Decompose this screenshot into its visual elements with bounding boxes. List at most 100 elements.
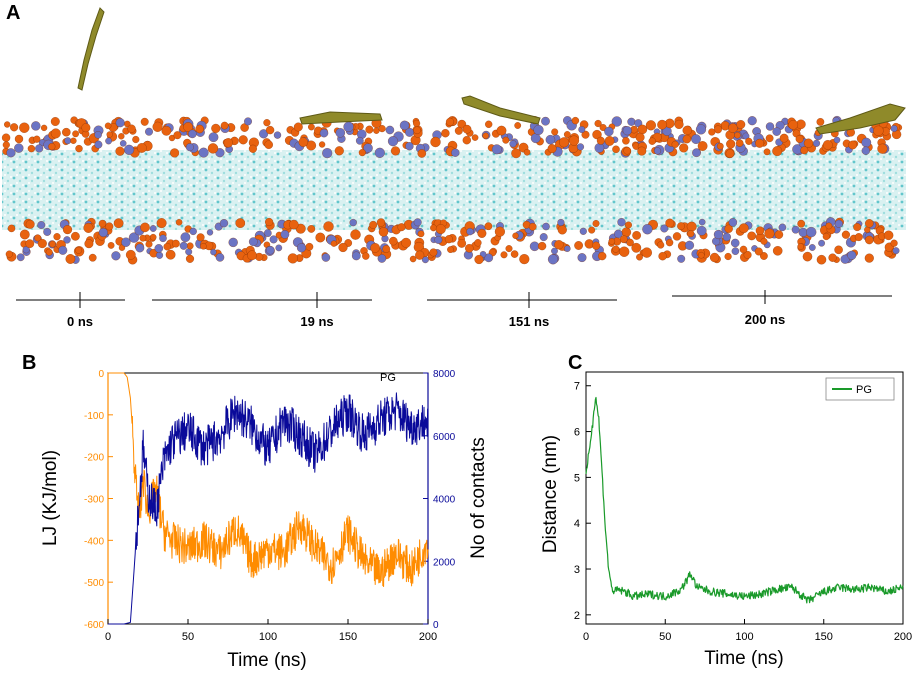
headgroup-bead bbox=[441, 129, 450, 138]
headgroup-bead bbox=[289, 219, 299, 230]
headgroup-bead bbox=[31, 121, 41, 131]
headgroup-bead bbox=[802, 251, 813, 262]
headgroup-bead bbox=[653, 147, 662, 155]
headgroup-bead bbox=[378, 227, 389, 237]
headgroup-bead bbox=[795, 135, 804, 143]
headgroup-bead bbox=[571, 116, 580, 125]
headgroup-bead bbox=[576, 143, 585, 151]
headgroup-bead bbox=[541, 116, 550, 126]
panel-label-c: C bbox=[568, 352, 583, 374]
headgroup-bead bbox=[466, 227, 474, 236]
headgroup-bead bbox=[200, 243, 207, 250]
headgroup-bead bbox=[25, 239, 35, 249]
membrane-snapshot: 0 ns 19 ns 151 ns 200 ns bbox=[1, 7, 906, 329]
headgroup-bead bbox=[735, 139, 744, 147]
headgroup-bead bbox=[293, 122, 303, 132]
headgroup-bead bbox=[105, 137, 112, 145]
headgroup-bead bbox=[619, 246, 630, 257]
headgroup-bead bbox=[642, 224, 653, 235]
headgroup-bead bbox=[401, 237, 412, 248]
headgroup-bead bbox=[10, 123, 19, 132]
headgroup-bead bbox=[132, 135, 140, 144]
headgroup-bead bbox=[376, 218, 386, 227]
headgroup-bead bbox=[62, 127, 71, 137]
headgroup-bead bbox=[505, 245, 513, 253]
headgroup-bead bbox=[634, 119, 643, 128]
peptide-200ns bbox=[815, 103, 906, 135]
headgroup-bead bbox=[244, 117, 252, 126]
headgroup-bead bbox=[154, 244, 164, 253]
headgroup-bead bbox=[238, 135, 248, 145]
headgroup-bead bbox=[6, 148, 16, 158]
headgroup-bead bbox=[724, 224, 733, 233]
headgroup-bead bbox=[351, 251, 361, 261]
chart-b-ytick-right-label: 2000 bbox=[433, 557, 456, 568]
headgroup-bead bbox=[172, 239, 180, 248]
snapshot-label: 200 ns bbox=[745, 312, 785, 327]
headgroup-bead bbox=[542, 222, 550, 231]
headgroup-bead bbox=[760, 237, 768, 245]
headgroup-bead bbox=[736, 120, 746, 129]
headgroup-bead bbox=[592, 241, 601, 250]
headgroup-bead bbox=[547, 254, 559, 265]
headgroup-bead bbox=[53, 233, 61, 241]
headgroup-bead bbox=[370, 243, 380, 253]
headgroup-bead bbox=[183, 122, 193, 132]
headgroup-bead bbox=[113, 218, 124, 229]
headgroup-bead bbox=[334, 146, 344, 156]
headgroup-bead bbox=[726, 139, 736, 149]
headgroup-bead bbox=[861, 146, 870, 155]
headgroup-bead bbox=[865, 235, 874, 245]
headgroup-bead bbox=[760, 252, 768, 260]
headgroups-upper-leaflet bbox=[1, 115, 903, 159]
headgroup-bead bbox=[369, 220, 378, 229]
peptide-0ns bbox=[77, 7, 105, 91]
headgroup-bead bbox=[713, 229, 723, 240]
headgroup-bead bbox=[180, 232, 191, 243]
headgroup-bead bbox=[125, 249, 136, 260]
chart-b-xtick-label: 50 bbox=[182, 631, 194, 643]
snapshot-timeline bbox=[16, 290, 892, 308]
headgroup-bead bbox=[645, 120, 656, 131]
headgroup-bead bbox=[19, 122, 30, 133]
headgroup-bead bbox=[140, 222, 150, 233]
headgroup-bead bbox=[14, 134, 24, 144]
headgroup-bead bbox=[803, 138, 814, 148]
headgroup-bead bbox=[457, 119, 467, 129]
headgroup-bead bbox=[864, 253, 874, 263]
headgroup-bead bbox=[40, 124, 48, 132]
headgroup-bead bbox=[409, 255, 417, 263]
headgroup-bead bbox=[728, 123, 738, 133]
headgroup-bead bbox=[457, 239, 467, 248]
headgroup-bead bbox=[545, 134, 556, 145]
headgroup-bead bbox=[622, 126, 632, 136]
snapshot-label: 19 ns bbox=[300, 314, 333, 329]
headgroup-bead bbox=[58, 245, 68, 255]
headgroup-bead bbox=[139, 234, 147, 242]
chart-b-ytick-right-label: 6000 bbox=[433, 432, 456, 443]
headgroup-bead bbox=[179, 241, 188, 250]
headgroup-bead bbox=[358, 149, 366, 157]
headgroups-lower-leaflet bbox=[5, 217, 900, 265]
headgroup-bead bbox=[16, 253, 25, 262]
chart-b-ytick-left-label: -400 bbox=[84, 536, 104, 547]
headgroup-bead bbox=[34, 234, 42, 242]
peptide-19ns bbox=[299, 111, 383, 125]
headgroup-bead bbox=[338, 242, 348, 253]
headgroup-bead bbox=[708, 128, 716, 136]
headgroup-bead bbox=[377, 254, 387, 263]
headgroup-bead bbox=[350, 229, 361, 240]
headgroup-bead bbox=[33, 135, 41, 143]
headgroup-bead bbox=[728, 218, 738, 227]
headgroup-bead bbox=[822, 140, 833, 150]
headgroup-bead bbox=[537, 241, 547, 251]
headgroup-bead bbox=[215, 253, 225, 262]
headgroup-bead bbox=[554, 240, 564, 250]
headgroup-bead bbox=[22, 246, 30, 254]
headgroup-bead bbox=[43, 227, 52, 236]
headgroup-bead bbox=[883, 230, 894, 241]
headgroup-bead bbox=[118, 133, 125, 140]
headgroup-bead bbox=[188, 129, 197, 139]
headgroup-bead bbox=[206, 229, 214, 236]
headgroup-bead bbox=[765, 122, 775, 131]
